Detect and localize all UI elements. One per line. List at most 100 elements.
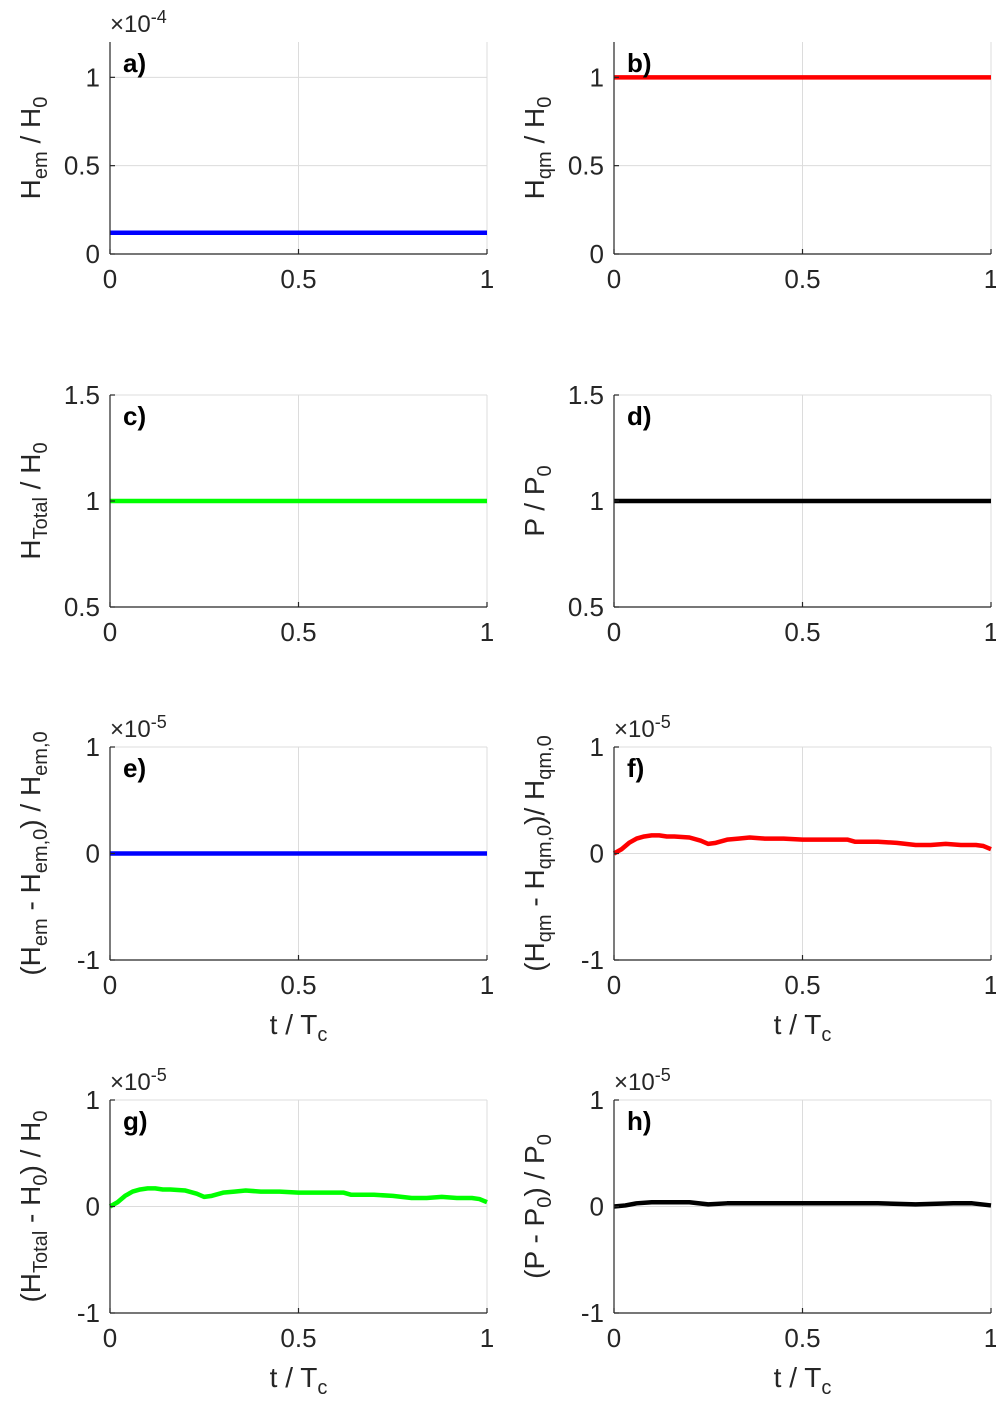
panel-e-ylabel-main: (H bbox=[15, 946, 46, 976]
panel-h-exponent-base: ×10 bbox=[614, 1069, 655, 1096]
panel-f-xlabel-main: t / T bbox=[774, 1009, 822, 1040]
panel-d-xtick-label-2: 1 bbox=[984, 617, 996, 647]
panel-f-letter: f) bbox=[627, 753, 644, 783]
panel-e-ylabel: (Hem - Hem,0) / Hem,0 bbox=[15, 731, 52, 975]
panel-f-exponent-base: ×10 bbox=[614, 716, 655, 743]
panel-c-ylabel-main: H bbox=[15, 539, 46, 559]
panel-e-exponent-power: -5 bbox=[151, 712, 167, 732]
panel-a-xtick-label-0: 0 bbox=[103, 264, 117, 294]
panel-e: 0 0.5 1-101×10-5e)(Hem - Hem,0) / Hem,0t /… bbox=[15, 712, 494, 1046]
panel-f-xtick-label-0: 0 bbox=[607, 970, 621, 1000]
panel-f-ylabel-sub2: qm,0 bbox=[534, 825, 556, 869]
panel-b-ylabel-sub: qm bbox=[534, 151, 556, 179]
panel-e-ylabel-sub2: em,0 bbox=[30, 829, 52, 873]
panel-g-ytick-label-0: -1 bbox=[77, 1298, 100, 1328]
panel-c: 0 0.5 10.511.5c)HTotal / H0 bbox=[15, 380, 494, 647]
panel-f-ylabel: (Hqm - Hqm,0)/ Hqm,0 bbox=[519, 735, 556, 972]
panel-h-letter: h) bbox=[627, 1106, 652, 1136]
panel-e-exponent: ×10-5 bbox=[110, 712, 167, 743]
panel-b-ylabel: Hqm / H0 bbox=[519, 97, 556, 200]
panel-d-ytick-label-2: 1.5 bbox=[568, 380, 604, 410]
panel-g-xtick-label-0: 0 bbox=[103, 1323, 117, 1353]
panel-g-ylabel-sub3: 0 bbox=[30, 1110, 52, 1121]
panel-d-letter: d) bbox=[627, 401, 652, 431]
panel-b-ytick-label-1: 0.5 bbox=[568, 151, 604, 181]
panel-c-ylabel-tail: / H bbox=[15, 454, 46, 498]
panel-e-xtick-label-1: 0.5 bbox=[280, 970, 316, 1000]
panel-a-exponent-base: ×10 bbox=[110, 11, 151, 38]
panel-b-xtick-label-0: 0 bbox=[607, 264, 621, 294]
panel-h-ylabel-sub: 0 bbox=[534, 1197, 556, 1208]
panel-g: 0 0.5 1-101×10-5g)(HTotal - H0) / H0t / Tc bbox=[15, 1065, 494, 1399]
panel-g-series-dHTotal bbox=[108, 1186, 488, 1209]
panel-e-letter: e) bbox=[123, 753, 146, 783]
panel-h-ylabel: (P - P0) / P0 bbox=[519, 1134, 556, 1279]
panel-a-ylabel-tail: / H bbox=[15, 108, 46, 152]
panel-g-ylabel: (HTotal - H0) / H0 bbox=[15, 1110, 52, 1302]
panel-f-ylabel-sub: qm bbox=[534, 914, 556, 942]
panel-d-xtick-label-0: 0 bbox=[607, 617, 621, 647]
panel-h-xtick-label-2: 1 bbox=[984, 1323, 996, 1353]
panel-a-exponent: ×10-4 bbox=[110, 7, 167, 38]
panel-b-ylabel-sub2: 0 bbox=[534, 97, 556, 108]
panel-h-ylabel-main: (P - P bbox=[519, 1208, 550, 1279]
panel-c-xtick-label-1: 0.5 bbox=[280, 617, 316, 647]
panel-g-letter: g) bbox=[123, 1106, 148, 1136]
panel-e-xtick-label-2: 1 bbox=[480, 970, 494, 1000]
panel-b-letter: b) bbox=[627, 48, 652, 78]
panel-h-exponent-power: -5 bbox=[655, 1065, 671, 1085]
panel-g-ylabel-tail2: ) / H bbox=[15, 1122, 46, 1175]
panel-b-xtick-label-2: 1 bbox=[984, 264, 996, 294]
panel-h-ylabel-sub2: 0 bbox=[534, 1134, 556, 1145]
panel-d-ylabel-sub: 0 bbox=[534, 465, 556, 476]
panel-a-xtick-label-2: 1 bbox=[480, 264, 494, 294]
panel-d-ylabel-main: P / P bbox=[519, 476, 550, 536]
panel-h-xlabel-sub: c bbox=[821, 1377, 831, 1399]
panel-a-ylabel-sub2: 0 bbox=[30, 97, 52, 108]
panel-g-ylabel-sub: Total bbox=[30, 1231, 52, 1273]
panel-f-exponent: ×10-5 bbox=[614, 712, 671, 743]
panel-d: 0 0.5 10.511.5d)P / P0 bbox=[519, 380, 996, 647]
panel-a-ylabel-sub: em bbox=[30, 151, 52, 179]
panel-f-series-dHqm bbox=[612, 833, 992, 856]
panel-g-ytick-label-1: 0 bbox=[86, 1192, 100, 1222]
panel-b-ytick-label-0: 0 bbox=[590, 239, 604, 269]
panel-d-ytick-label-1: 1 bbox=[590, 486, 604, 516]
panel-g-xtick-label-1: 0.5 bbox=[280, 1323, 316, 1353]
panel-b-ylabel-tail: / H bbox=[519, 108, 550, 152]
panel-g-ylabel-main: (H bbox=[15, 1273, 46, 1303]
panel-a-exponent-power: -4 bbox=[151, 7, 167, 27]
panel-e-ylabel-sub3: em,0 bbox=[30, 731, 52, 775]
panel-b-ytick-label-2: 1 bbox=[590, 62, 604, 92]
panel-f-ytick-label-0: -1 bbox=[581, 945, 604, 975]
panel-h-xlabel-main: t / T bbox=[774, 1362, 822, 1393]
panel-f-xlabel: t / Tc bbox=[774, 1009, 832, 1046]
panel-f: 0 0.5 1-101×10-5f)(Hqm - Hqm,0)/ Hqm,0t / … bbox=[519, 712, 996, 1046]
panel-e-xlabel-main: t / T bbox=[270, 1009, 318, 1040]
panel-f-ylabel-sub3: qm,0 bbox=[534, 735, 556, 779]
panel-d-xtick-label-1: 0.5 bbox=[784, 617, 820, 647]
panel-h-xlabel: t / Tc bbox=[774, 1362, 832, 1399]
panel-f-ylabel-tail2: )/ H bbox=[519, 780, 550, 825]
panel-f-ytick-label-2: 1 bbox=[590, 732, 604, 762]
panel-g-ylabel-sub2: 0 bbox=[30, 1174, 52, 1185]
panel-g-ytick-label-2: 1 bbox=[86, 1085, 100, 1115]
panel-h-series-dP bbox=[613, 1199, 992, 1209]
panel-h-ytick-label-0: -1 bbox=[581, 1298, 604, 1328]
panel-f-xlabel-sub: c bbox=[821, 1024, 831, 1046]
panel-e-ylabel-sub: em bbox=[30, 918, 52, 946]
panel-e-xtick-label-0: 0 bbox=[103, 970, 117, 1000]
panel-e-ytick-label-0: -1 bbox=[77, 945, 100, 975]
panel-h-ytick-label-2: 1 bbox=[590, 1085, 604, 1115]
panel-c-xtick-label-0: 0 bbox=[103, 617, 117, 647]
panel-e-xlabel: t / Tc bbox=[270, 1009, 328, 1046]
panel-g-exponent: ×10-5 bbox=[110, 1065, 167, 1096]
panel-f-ylabel-tail: - H bbox=[519, 869, 550, 914]
panel-c-xtick-label-2: 1 bbox=[480, 617, 494, 647]
panel-f-ytick-label-1: 0 bbox=[590, 839, 604, 869]
panel-e-exponent-base: ×10 bbox=[110, 716, 151, 743]
panel-e-ylabel-tail: - H bbox=[15, 873, 46, 918]
panel-g-xlabel-sub: c bbox=[317, 1377, 327, 1399]
